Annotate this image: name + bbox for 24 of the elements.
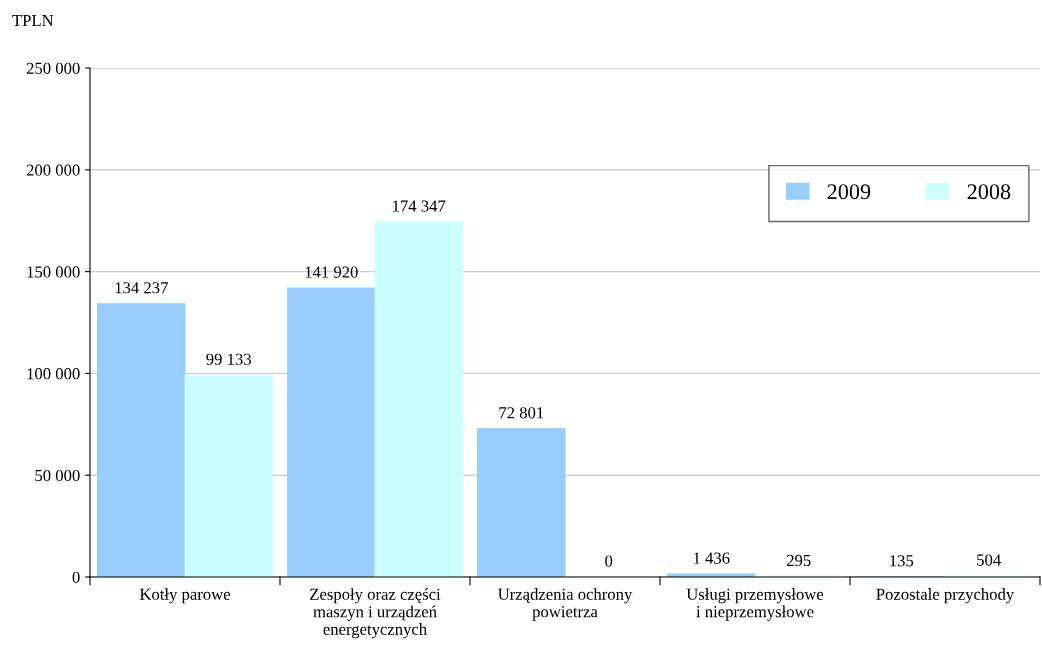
y-tick-label: 100 000	[27, 368, 80, 380]
data-label: 0	[605, 555, 613, 567]
y-tick-label: 250 000	[26, 62, 80, 74]
data-label: 135	[890, 555, 914, 567]
legend-label: 2009	[827, 184, 871, 200]
y-tick-label: 50 000	[35, 469, 80, 482]
data-label: 134 237	[115, 282, 168, 294]
data-label: 504	[977, 554, 1001, 566]
x-tick-label: Urządzenia ochrony powietrza	[498, 588, 633, 621]
data-label: 174 347	[393, 200, 446, 212]
x-tick-label: Kotły parowe	[139, 588, 231, 604]
data-label: 295	[786, 554, 811, 567]
data-label: 72 801	[499, 407, 544, 419]
y-tick-label: 150 000	[27, 266, 80, 278]
y-tick-label: 200 000	[26, 164, 80, 176]
x-tick-label: Usługi przemysłowe i nieprzemysłowe	[686, 588, 824, 621]
data-label: 1 436	[694, 552, 730, 564]
x-tick-label: Pozostale przychody	[876, 588, 1015, 604]
legend-label: 2008	[967, 184, 1011, 200]
data-label: 141 920	[305, 266, 358, 278]
x-tick-label: Zespoły oraz części maszyn i urządzeń energetycznych	[310, 588, 441, 639]
y-tick-label: 0	[72, 571, 80, 583]
y-axis-title: TPLN	[12, 15, 54, 27]
data-label: 99 133	[206, 353, 251, 365]
